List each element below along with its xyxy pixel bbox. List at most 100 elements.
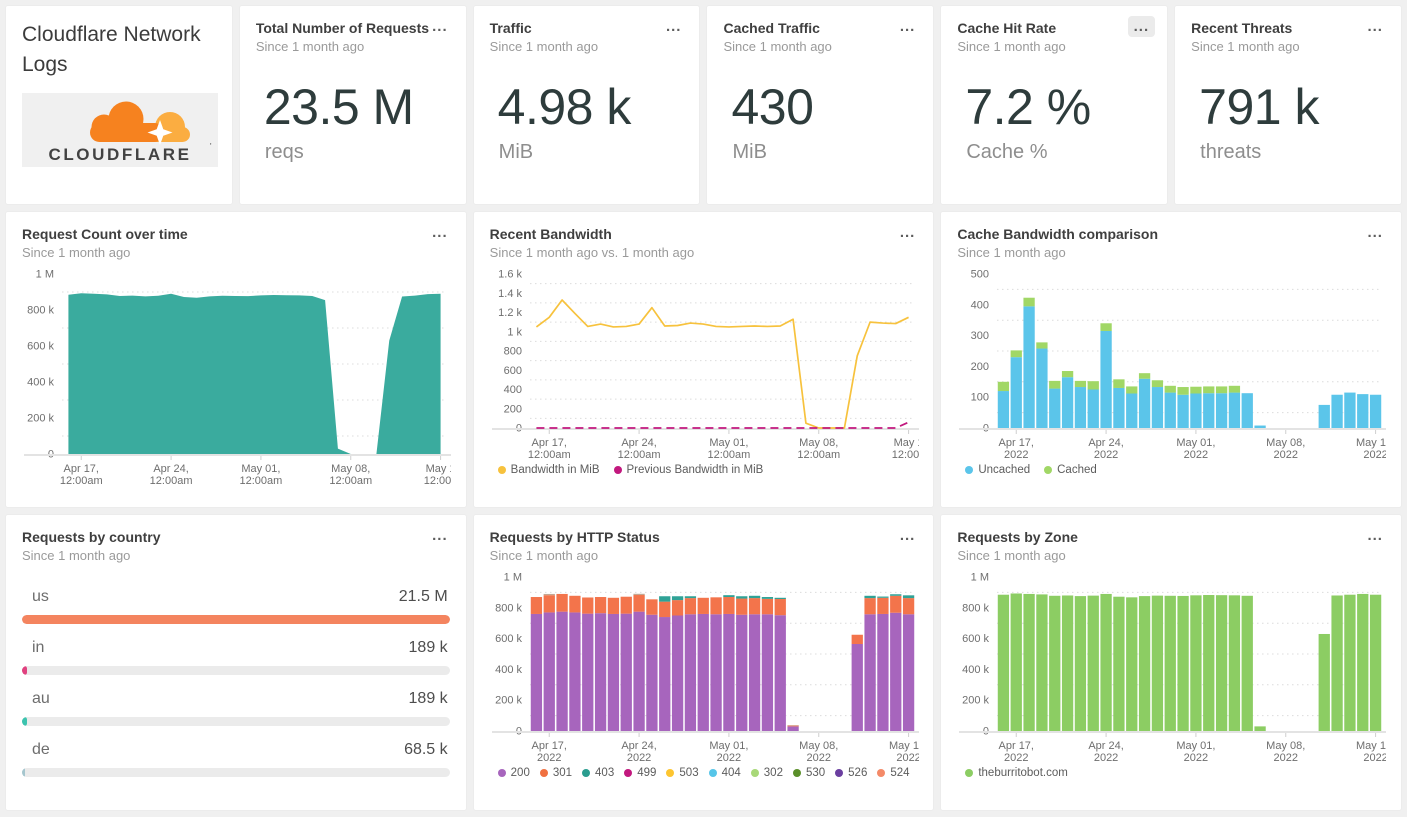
legend-dot-icon (539, 769, 548, 777)
panel-menu-button[interactable]: ... (432, 224, 448, 241)
country-bar-track (22, 615, 450, 624)
cache-bandwidth-legend: Uncached Cached (965, 464, 1385, 476)
panel-title: Requests by HTTP Status (489, 529, 660, 545)
panel-title: Requests by country (22, 529, 161, 545)
panel-menu-button[interactable]: ... (1367, 527, 1383, 544)
stat-unit: reqs (264, 141, 304, 163)
svg-text:1.2 k: 1.2 k (498, 307, 522, 319)
svg-text:2022: 2022 (896, 752, 919, 764)
panel-http-status: Requests by HTTP Status Since 1 month ag… (472, 514, 935, 811)
panel-menu-button[interactable]: ... (432, 527, 448, 544)
country-value: 21.5 M (398, 588, 448, 605)
legend-item[interactable]: 302 (750, 767, 783, 779)
legend-item[interactable]: Cached (1044, 464, 1097, 476)
legend-item[interactable]: 200 (497, 767, 530, 779)
country-row: us 21.5 M (22, 588, 450, 624)
country-value: 189 k (408, 639, 448, 656)
legend-dot-icon (965, 466, 974, 474)
panel-recent-bandwidth: Recent Bandwidth Since 1 month ago vs. 1… (472, 211, 935, 508)
stat-title: Traffic (489, 20, 532, 36)
legend-item[interactable]: 524 (877, 767, 910, 779)
svg-text:1.6 k: 1.6 k (498, 269, 522, 281)
legend-item[interactable]: 301 (539, 767, 572, 779)
stat-card-recent-threats: Recent Threats Since 1 month ago ... 791… (1174, 5, 1402, 205)
svg-text:500: 500 (971, 269, 989, 281)
svg-text:1 M: 1 M (36, 269, 54, 281)
stat-unit: threats (1200, 141, 1262, 163)
legend-item[interactable]: Uncached (965, 464, 1030, 476)
legend-item[interactable]: 530 (792, 767, 825, 779)
legend-item[interactable]: 526 (835, 767, 867, 779)
http-status-legend: 200 301 403 499 503 404 302 530 526 524 (497, 767, 918, 779)
panel-title: Request Count over time (22, 226, 188, 242)
svg-text:200 k: 200 k (27, 413, 54, 425)
panel-subtitle: Since 1 month ago (489, 548, 599, 563)
bottom-row: Requests by country Since 1 month ago ..… (5, 514, 1402, 811)
svg-text:12:00a: 12:00a (424, 475, 451, 487)
svg-text:12:00am: 12:00am (150, 475, 193, 487)
stat-subtitle: Since 1 month ago (489, 39, 599, 54)
legend-dot-icon (835, 769, 844, 777)
legend-label: theburritobot.com (978, 767, 1068, 779)
panel-menu-button[interactable]: ... (1367, 18, 1383, 35)
legend-label: 503 (679, 767, 699, 779)
legend-item[interactable]: Previous Bandwidth in MiB (613, 464, 763, 476)
legend-item[interactable]: theburritobot.com (965, 767, 1068, 779)
legend-item[interactable]: 499 (624, 767, 656, 779)
stat-title: Cached Traffic (723, 20, 820, 36)
legend-dot-icon (708, 769, 717, 777)
legend-item[interactable]: 404 (708, 767, 741, 779)
legend-item[interactable]: Bandwidth in MiB (497, 464, 600, 476)
svg-text:Apr 24,: Apr 24, (1089, 437, 1124, 449)
svg-text:200 k: 200 k (962, 695, 989, 707)
country-label: us (32, 588, 49, 605)
svg-text:12:00am: 12:00am (240, 475, 283, 487)
legend-dot-icon (792, 769, 801, 777)
panel-menu-button[interactable]: ... (1367, 224, 1383, 241)
country-bar-list: us 21.5 M in 189 k au 189 k de 68.5 k (22, 573, 450, 777)
panel-title: Requests by Zone (957, 529, 1078, 545)
svg-text:12:00a: 12:00a (891, 449, 918, 461)
legend-item[interactable]: 503 (666, 767, 699, 779)
legend-label: 302 (763, 767, 783, 779)
svg-text:Apr 17,: Apr 17, (64, 463, 99, 475)
recent-bandwidth-legend: Bandwidth in MiB Previous Bandwidth in Mi… (497, 464, 918, 476)
panel-cache-bandwidth: Cache Bandwidth comparison Since 1 month… (940, 211, 1402, 508)
svg-text:100: 100 (971, 392, 989, 404)
stat-unit: Cache % (966, 141, 1048, 163)
svg-text:400 k: 400 k (495, 664, 522, 676)
svg-text:2022: 2022 (626, 752, 650, 764)
legend-item[interactable]: 403 (582, 767, 614, 779)
legend-label: Bandwidth in MiB (510, 464, 600, 476)
panel-subtitle: Since 1 month ago vs. 1 month ago (489, 245, 695, 260)
svg-text:1.4 k: 1.4 k (498, 288, 522, 300)
country-bar-fill (22, 768, 25, 777)
svg-text:May 08,: May 08, (799, 437, 838, 449)
svg-text:400 k: 400 k (962, 664, 989, 676)
stat-value: 430 (731, 79, 814, 135)
panel-menu-button[interactable]: ... (1127, 16, 1156, 37)
panel-menu-button[interactable]: ... (665, 18, 682, 35)
svg-text:600 k: 600 k (495, 633, 522, 645)
svg-text:May 15,: May 15, (1356, 437, 1386, 449)
svg-text:2022: 2022 (1004, 752, 1028, 764)
svg-text:Apr 24,: Apr 24, (621, 437, 656, 449)
svg-text:': ' (210, 142, 212, 151)
svg-text:2022: 2022 (1094, 449, 1118, 461)
svg-text:2022: 2022 (1184, 752, 1208, 764)
svg-text:May 08,: May 08, (1267, 437, 1306, 449)
panel-menu-button[interactable]: ... (899, 527, 916, 544)
country-label: in (32, 639, 45, 656)
panel-menu-button[interactable]: ... (899, 18, 916, 35)
cloudflare-logo: CLOUDFLARE ' (22, 92, 218, 167)
legend-label: 200 (510, 767, 530, 779)
panel-menu-button[interactable]: ... (432, 18, 448, 35)
panel-menu-button[interactable]: ... (899, 224, 916, 241)
stat-title: Cache Hit Rate (957, 20, 1057, 36)
cloudflare-wordmark: CLOUDFLARE (48, 145, 191, 164)
